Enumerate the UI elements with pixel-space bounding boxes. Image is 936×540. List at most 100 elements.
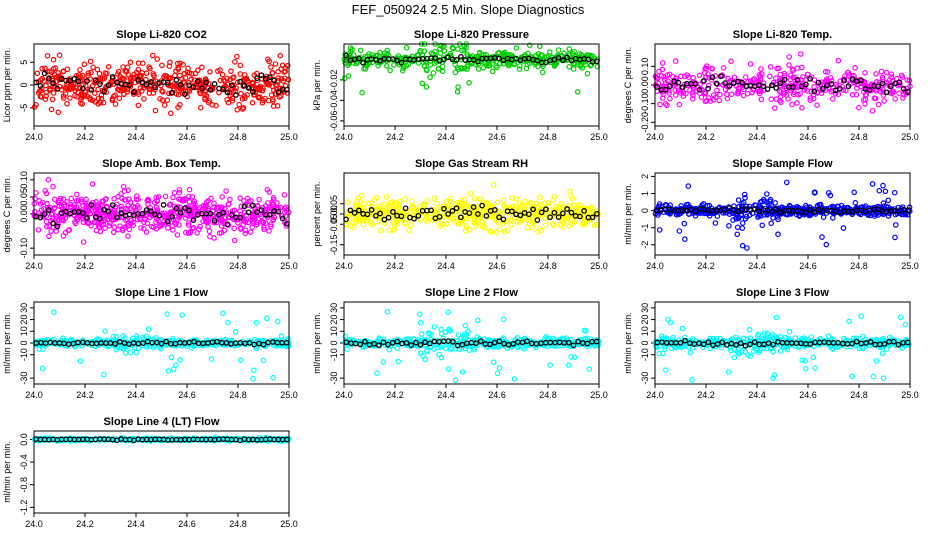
data-point [227,76,234,83]
data-point [455,332,462,338]
plot-frame [343,172,600,256]
overlay-point [453,205,460,212]
overlay-point [228,212,235,218]
overlay-point [245,85,252,91]
data-point [493,229,500,236]
y-tick-label: 0.00 [640,76,650,94]
data-point [545,200,551,206]
data-point [225,201,232,208]
data-point [377,227,384,234]
y-tick-label: -30 [19,372,29,385]
overlay-point [509,208,515,215]
data-point [751,76,758,82]
overlay-point [101,88,107,95]
data-point [845,69,852,76]
data-point [269,70,276,76]
data-point [862,101,868,107]
y-tick-label: 0.10 [640,58,650,76]
overlay-point [50,80,56,87]
data-point [376,203,383,209]
data-point [431,346,437,352]
overlay-point [475,58,481,65]
overlay-point [581,208,587,214]
data-point [112,209,119,216]
data-point [61,201,68,207]
overlay-point [589,214,596,221]
data-point [742,349,749,355]
overlay-point [80,210,86,216]
data-point [166,82,172,89]
x-tick-label: 24.2 [76,519,94,529]
data-point [410,204,417,211]
data-point [466,212,473,219]
x-tick-label: 24.6 [178,390,196,400]
data-point [682,334,688,341]
data-point [802,365,809,372]
data-point [676,211,682,218]
data-point [391,62,397,68]
data-point [78,94,85,100]
overlay-point [849,340,855,347]
data-point [683,201,690,208]
overlay-point [368,207,375,213]
data-point [881,98,887,104]
x-tick-label: 24.4 [748,390,766,400]
data-point [92,90,98,97]
data-point [190,215,197,221]
data-point [344,62,351,69]
data-point [808,334,815,340]
data-point [39,365,46,372]
data-point [683,90,689,97]
data-point [270,87,277,94]
data-point [708,77,715,83]
data-point [399,67,406,74]
data-point [428,50,435,57]
data-point [790,74,796,81]
data-point [812,365,819,371]
data-point [251,367,257,374]
overlay-point [837,85,843,92]
data-point [680,90,687,96]
data-point [77,67,83,73]
data-point [170,194,176,201]
data-point [365,200,372,207]
data-point [531,219,537,226]
data-point [705,82,712,89]
overlay-point [737,340,744,347]
data-point [75,72,82,78]
data-point [391,221,398,228]
data-point [227,196,233,203]
overlay-point [46,76,52,82]
data-point [876,187,883,194]
overlay-point [700,341,707,348]
data-point [143,76,149,83]
data-point [259,100,266,106]
plot-frame [33,172,290,256]
data-point [400,65,407,72]
data-point [462,228,469,234]
overlay-series [343,338,600,349]
data-point [158,345,164,352]
data-point [270,103,277,110]
overlay-point [385,341,391,348]
data-point [829,96,836,102]
overlay-point [177,209,184,216]
data-point [240,222,247,228]
data-point [396,202,403,208]
y-tick-label: 0 [19,82,29,87]
data-point [702,90,708,97]
plot-frame [33,43,290,127]
overlay-point [203,79,209,86]
data-point [47,87,53,94]
overlay-point [577,213,583,220]
data-point [862,70,868,76]
data-point [501,228,508,235]
data-point [430,70,437,76]
y-tick-label: 0 [640,340,650,345]
data-point [879,350,886,357]
data-point [256,196,262,203]
overlay-point [245,209,252,216]
data-point [567,188,573,195]
data-point [823,241,830,248]
data-point [64,101,70,107]
